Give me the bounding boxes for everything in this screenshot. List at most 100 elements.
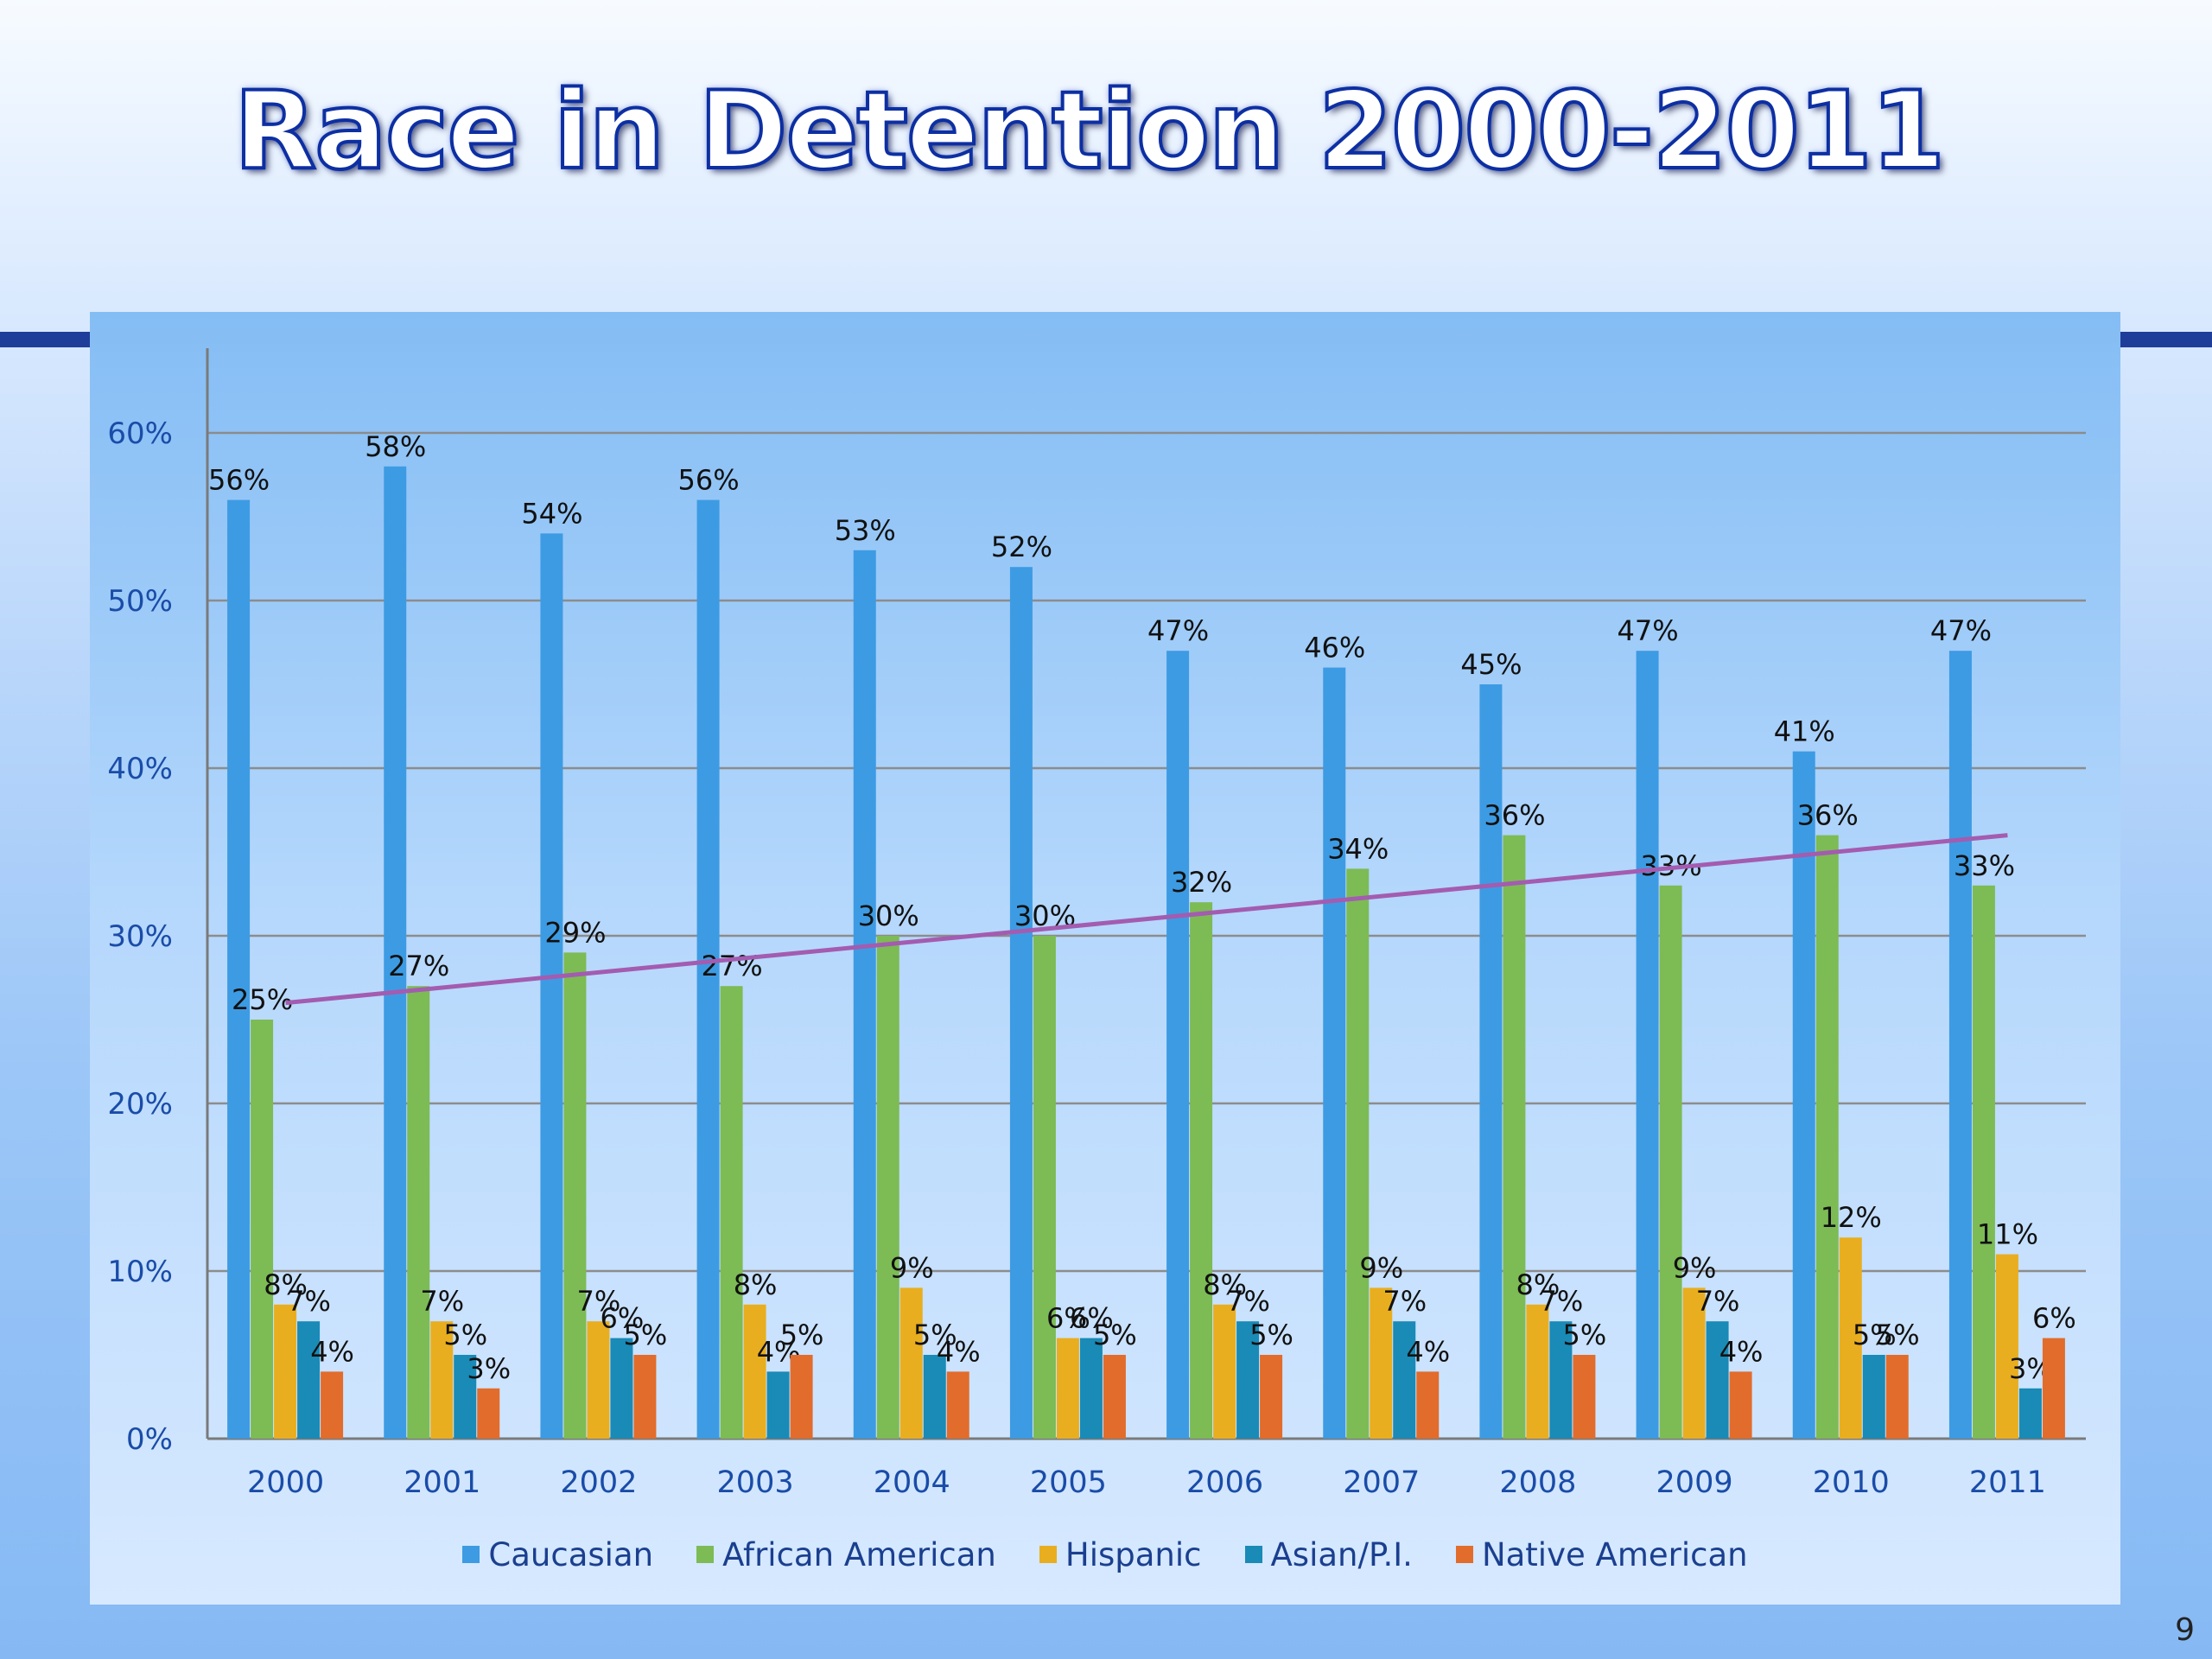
bar [720,986,743,1439]
data-label: 56% [678,464,740,497]
y-tick-label: 60% [107,416,173,451]
data-label: 41% [1774,715,1835,748]
x-tick-label: 2006 [1186,1465,1263,1500]
bar [1526,1304,1549,1439]
data-label: 53% [835,514,896,547]
data-label: 4% [1406,1335,1450,1368]
bar [384,466,407,1439]
y-tick-label: 40% [107,752,173,786]
bar [297,1321,321,1439]
data-label: 46% [1304,632,1365,664]
data-label: 9% [1359,1251,1403,1284]
data-label: 5% [1853,1319,1897,1351]
x-tick-label: 2002 [560,1465,637,1500]
bar [540,533,563,1439]
data-label: 33% [1954,849,2015,882]
legend-swatch [1039,1546,1057,1563]
data-label: 9% [890,1251,934,1284]
bar [274,1304,297,1439]
data-label: 52% [991,531,1052,563]
data-label: 47% [1930,614,1992,647]
bar [696,499,720,1439]
bar [1815,835,1839,1439]
data-label: 7% [1382,1285,1427,1318]
data-label: 8% [1203,1268,1247,1301]
y-tick-label: 0% [126,1422,173,1457]
title-rule-left [0,332,95,347]
bar [1636,651,1659,1439]
x-tick-label: 2011 [1969,1465,2046,1500]
data-label: 7% [420,1285,464,1318]
bar [587,1321,610,1439]
bar [1479,684,1503,1439]
bar [610,1338,633,1439]
legend-item: Caucasian [462,1536,653,1573]
legend-swatch [696,1546,715,1563]
bar [1079,1338,1103,1439]
data-label: 5% [1093,1319,1137,1351]
bar [1260,1355,1283,1439]
data-label: 36% [1797,799,1859,832]
slide-title: Race in Detention 2000-2011 [232,67,1948,195]
x-tick-label: 2000 [247,1465,324,1500]
x-tick-label: 2008 [1499,1465,1576,1500]
bar [1862,1355,1885,1439]
data-label: 6% [1046,1302,1090,1335]
slide-number: 9 [2175,1612,2195,1648]
bar [227,499,251,1439]
legend-item: African American [696,1536,996,1573]
data-label: 11% [1977,1218,2038,1251]
bar [2042,1338,2065,1439]
bar [766,1371,790,1439]
data-label: 45% [1460,648,1522,681]
data-label: 47% [1147,614,1209,647]
bar-chart: 0%10%20%30%40%50%60%56%25%8%7%4%200058%2… [107,348,2086,1500]
data-label: 5% [913,1319,957,1351]
bar [1573,1355,1596,1439]
legend-item: Hispanic [1039,1536,1202,1573]
legend-item: Asian/P.I. [1244,1536,1413,1573]
data-label: 30% [858,899,919,932]
bar [1792,751,1815,1439]
legend-item: Native American [1455,1535,1748,1573]
legend-swatch [1244,1546,1262,1563]
data-label: 5% [443,1319,487,1351]
data-label: 5% [624,1319,668,1351]
bar [923,1355,946,1439]
bar [1166,651,1190,1439]
data-label: 9% [1673,1251,1717,1284]
bar [1103,1355,1126,1439]
data-label: 5% [1563,1319,1607,1351]
data-label: 32% [1171,866,1232,899]
data-label: 7% [577,1285,621,1318]
data-label: 34% [1327,832,1389,865]
x-tick-label: 2001 [404,1465,480,1500]
legend-swatch [462,1546,480,1563]
bar [1009,567,1033,1439]
bar [1659,885,1682,1439]
bar [1706,1321,1729,1439]
bar [1190,902,1213,1439]
data-label: 3% [467,1352,511,1385]
data-label: 7% [1226,1285,1270,1318]
legend-label: Native American [1481,1535,1748,1573]
data-label: 27% [702,950,763,982]
legend-label: Caucasian [488,1535,654,1573]
bar [1393,1321,1416,1439]
y-tick-label: 20% [107,1087,173,1122]
data-label: 27% [388,950,449,982]
legend-label: African American [722,1535,996,1573]
bar [1972,885,1995,1439]
data-label: 7% [1696,1285,1740,1318]
bar [1549,1321,1573,1439]
bar [1056,1338,1079,1439]
data-label: 5% [1876,1319,1920,1351]
chart-panel: 0% 10% 20% 30% 40% 50% 60% 56% 25% 8% 7% 4% 2000 58% 2… [90,312,2120,1605]
y-tick-label: 10% [107,1255,173,1289]
bar [1682,1287,1706,1439]
data-label: 4% [1719,1335,1764,1368]
data-label: 25% [232,983,293,1016]
data-label: 36% [1484,799,1545,832]
data-label: 29% [544,916,606,949]
data-label: 4% [310,1335,354,1368]
